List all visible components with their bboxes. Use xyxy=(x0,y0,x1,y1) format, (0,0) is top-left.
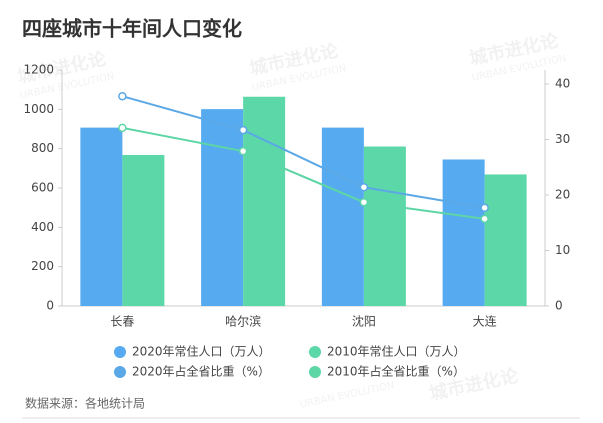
y-tick-label: 800 xyxy=(31,141,54,155)
y-tick-label: 1200 xyxy=(23,63,54,77)
point xyxy=(480,214,489,224)
legend-marker xyxy=(114,366,126,378)
bar xyxy=(484,174,527,306)
legend-marker xyxy=(114,346,126,358)
y2-tick-label: 30 xyxy=(555,132,570,146)
bar xyxy=(321,127,364,306)
y2-tick-label: 40 xyxy=(555,77,570,91)
bar xyxy=(442,159,485,306)
y2-tick-label: 10 xyxy=(555,243,570,257)
y2-tick-label: 0 xyxy=(555,299,563,313)
line xyxy=(122,126,485,220)
bar xyxy=(243,96,286,306)
legend-label: 2020年常住人口（万人） xyxy=(132,345,271,359)
y-tick-label: 1000 xyxy=(23,102,54,116)
x-tick-label: 哈尔滨 xyxy=(225,314,261,329)
x-tick-label: 大连 xyxy=(473,314,497,329)
bar xyxy=(363,146,406,306)
x-tick-label: 沈阳 xyxy=(352,314,376,329)
point xyxy=(118,91,127,101)
watermark: URBAN EVOLUTION xyxy=(299,380,395,411)
legend-marker xyxy=(309,366,321,378)
point xyxy=(118,123,127,133)
line xyxy=(122,95,485,209)
legend-label: 2010年常住人口（万人） xyxy=(327,345,466,359)
y-tick-label: 400 xyxy=(31,220,54,234)
bar xyxy=(122,154,165,306)
point xyxy=(359,182,369,192)
legend-label: 2020年占全省比重（%） xyxy=(132,364,270,379)
bar xyxy=(201,109,244,307)
point xyxy=(480,203,489,213)
y-tick-label: 200 xyxy=(31,259,54,273)
y2-tick-label: 20 xyxy=(555,188,570,202)
legend-label: 2010年占全省比重（%） xyxy=(327,364,465,379)
legend-marker xyxy=(309,346,321,358)
point xyxy=(238,146,248,156)
point xyxy=(359,197,369,207)
source: 数据来源：各地统计局 xyxy=(25,396,145,411)
point xyxy=(238,125,248,135)
bar xyxy=(80,127,123,306)
y-tick-label: 0 xyxy=(46,299,54,313)
chart-title: 四座城市十年间人口变化 xyxy=(22,17,242,41)
y-tick-label: 600 xyxy=(31,181,54,195)
x-tick-label: 长春 xyxy=(110,315,134,329)
